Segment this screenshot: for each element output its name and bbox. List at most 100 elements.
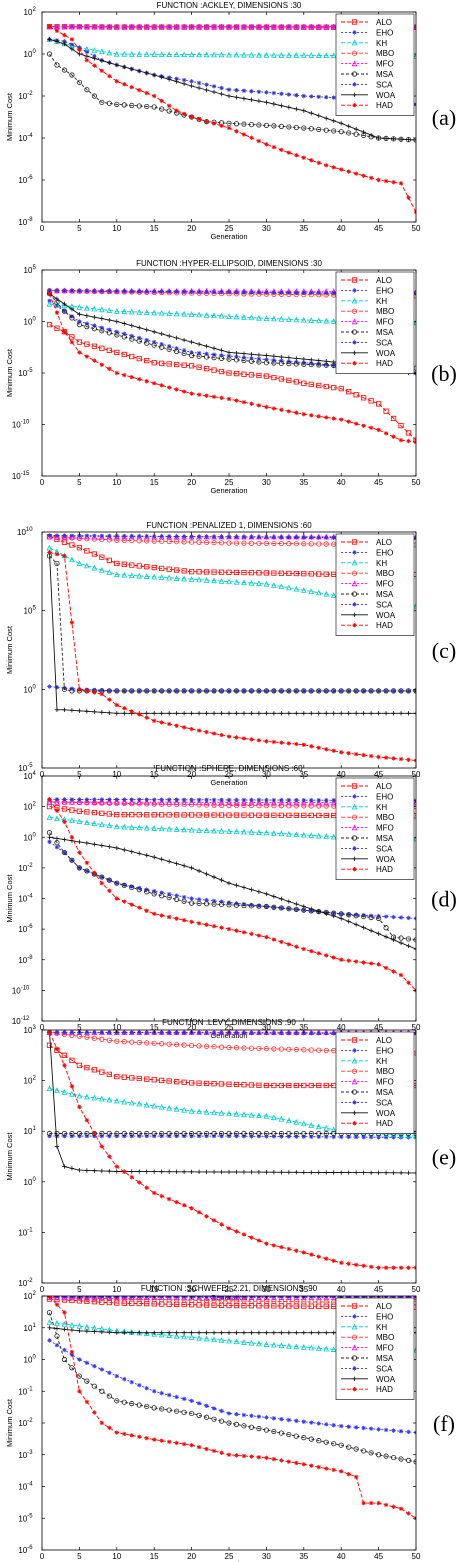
data-point-kh bbox=[113, 823, 120, 830]
data-point-alo bbox=[196, 569, 202, 575]
data-point-alo bbox=[218, 1081, 225, 1087]
data-point-kh bbox=[278, 52, 285, 58]
data-point-kh bbox=[293, 52, 300, 58]
data-point-msa bbox=[293, 1433, 299, 1439]
data-point-eho bbox=[391, 914, 396, 920]
data-point-msa bbox=[278, 1130, 284, 1137]
data-point-msa bbox=[293, 1130, 299, 1137]
legend-label-had: HAD bbox=[376, 621, 393, 630]
data-point-kh bbox=[300, 831, 307, 838]
data-point-had bbox=[324, 163, 329, 168]
chart-title: FUNCTION :HYPER-ELLIPSOID, DIMENSIONS :3… bbox=[136, 259, 322, 268]
data-point-woa bbox=[144, 853, 149, 858]
data-point-had bbox=[211, 1448, 217, 1454]
data-point-sca bbox=[316, 94, 321, 100]
data-point-woa bbox=[279, 896, 284, 902]
data-point-eho bbox=[406, 915, 411, 921]
data-point-had bbox=[62, 553, 67, 559]
data-point-had bbox=[301, 155, 306, 160]
data-point-eho bbox=[353, 1134, 359, 1140]
x-tick-label: 5 bbox=[77, 1023, 82, 1032]
data-point-eho bbox=[84, 868, 90, 874]
data-point-woa bbox=[346, 1170, 351, 1175]
data-point-mbo bbox=[241, 540, 247, 546]
legend-label-sca: SCA bbox=[376, 338, 393, 347]
data-point-msa bbox=[405, 1457, 412, 1463]
data-point-woa bbox=[309, 1330, 314, 1335]
data-point-alo bbox=[353, 392, 359, 398]
data-point-kh bbox=[271, 315, 277, 322]
data-point-kh bbox=[143, 824, 150, 831]
legend-marker-eho bbox=[352, 288, 357, 293]
data-point-woa bbox=[219, 91, 224, 97]
data-point-mfo bbox=[241, 799, 247, 805]
data-point-mfo bbox=[300, 799, 307, 806]
data-point-mbo bbox=[293, 803, 299, 809]
data-point-kh bbox=[181, 826, 187, 833]
data-point-msa bbox=[390, 1454, 397, 1461]
data-point-msa bbox=[136, 887, 142, 893]
data-point-had bbox=[249, 401, 254, 406]
data-point-alo bbox=[159, 1077, 165, 1083]
data-point-msa bbox=[218, 1418, 225, 1424]
data-point-woa bbox=[99, 58, 105, 63]
data-point-eho bbox=[181, 348, 187, 353]
data-point-mbo bbox=[323, 541, 329, 547]
data-point-mbo bbox=[106, 1037, 112, 1043]
data-point-had bbox=[271, 1243, 277, 1248]
data-point-alo bbox=[69, 542, 75, 548]
data-point-mbo bbox=[203, 539, 210, 546]
data-point-mfo bbox=[136, 23, 143, 30]
data-point-kh bbox=[46, 1085, 53, 1092]
data-point-msa bbox=[181, 1130, 187, 1137]
data-point-woa bbox=[54, 296, 60, 302]
data-point-sca bbox=[301, 290, 306, 295]
data-point-had bbox=[122, 706, 127, 711]
data-point-sca bbox=[331, 535, 336, 540]
data-point-eho bbox=[99, 688, 105, 693]
data-point-msa bbox=[151, 891, 157, 897]
data-point-mfo bbox=[121, 799, 128, 805]
data-point-had bbox=[368, 425, 374, 431]
data-point-had bbox=[62, 32, 67, 38]
data-point-msa bbox=[203, 688, 210, 694]
data-point-woa bbox=[413, 137, 416, 143]
data-point-kh bbox=[113, 50, 120, 57]
data-point-msa bbox=[181, 898, 187, 904]
data-point-kh bbox=[315, 52, 322, 58]
data-point-had bbox=[301, 1462, 306, 1467]
data-point-woa bbox=[196, 85, 202, 91]
data-point-alo bbox=[129, 812, 135, 818]
legend-label-eho: EHO bbox=[376, 792, 393, 801]
data-point-had bbox=[196, 728, 202, 733]
data-point-mfo bbox=[188, 799, 195, 805]
data-point-had bbox=[84, 58, 90, 63]
data-point-sca bbox=[69, 1296, 75, 1299]
data-point-msa bbox=[144, 1130, 150, 1137]
data-point-alo bbox=[383, 408, 389, 414]
data-point-kh bbox=[226, 1337, 232, 1344]
data-point-kh bbox=[211, 51, 217, 58]
x-tick-label: 40 bbox=[337, 1023, 346, 1032]
data-point-woa bbox=[301, 904, 306, 909]
data-point-eho bbox=[92, 687, 97, 693]
data-point-msa bbox=[129, 102, 135, 109]
data-point-msa bbox=[301, 1435, 307, 1441]
legend-label-mfo: MFO bbox=[376, 1344, 394, 1353]
data-point-alo bbox=[338, 386, 344, 392]
data-point-had bbox=[234, 928, 239, 933]
data-point-eho bbox=[271, 358, 277, 363]
data-point-kh bbox=[293, 316, 300, 323]
data-point-alo bbox=[271, 812, 277, 818]
data-point-msa bbox=[226, 688, 232, 694]
data-point-woa bbox=[189, 83, 194, 89]
data-point-had bbox=[376, 1500, 381, 1506]
data-point-had bbox=[137, 712, 142, 717]
data-point-woa bbox=[69, 1166, 75, 1171]
data-point-sca bbox=[241, 1296, 247, 1299]
data-point-msa bbox=[256, 903, 262, 909]
data-point-kh bbox=[106, 49, 113, 56]
data-point-had bbox=[406, 757, 411, 762]
data-point-kh bbox=[136, 309, 143, 315]
